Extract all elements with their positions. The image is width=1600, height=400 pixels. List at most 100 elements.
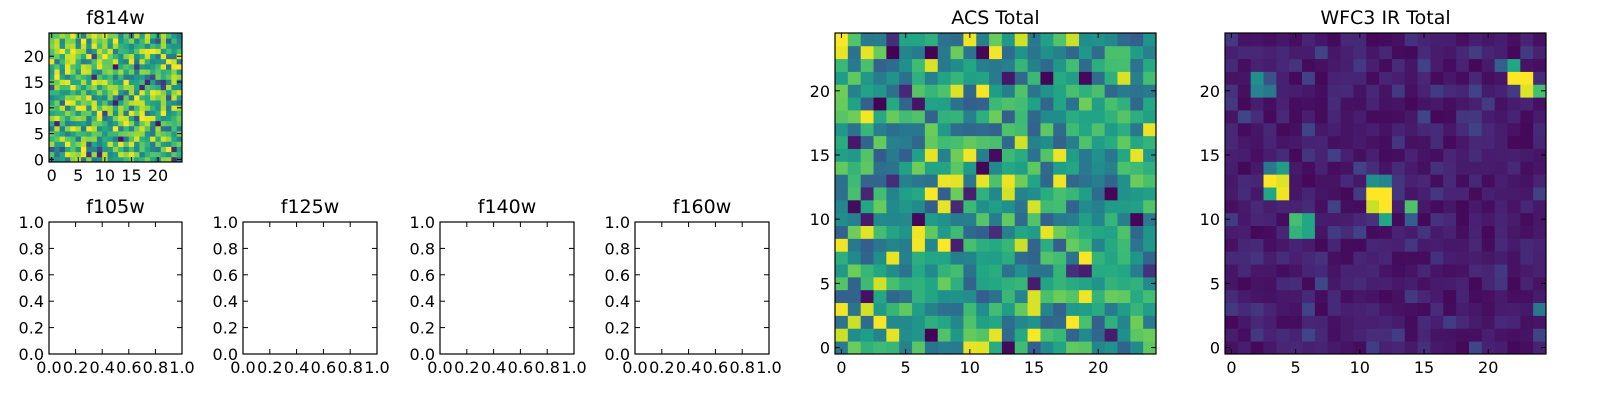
heatmap-cell bbox=[1302, 212, 1316, 226]
heatmap-cell bbox=[1263, 33, 1277, 47]
heatmap-cell bbox=[1263, 264, 1277, 278]
heatmap-cell bbox=[963, 33, 977, 47]
heatmap-cell bbox=[860, 276, 874, 291]
heatmap-cell bbox=[150, 53, 156, 60]
heatmap-cell bbox=[1027, 148, 1041, 162]
heatmap-cell bbox=[128, 141, 135, 147]
heatmap-cell bbox=[1494, 199, 1508, 214]
heatmap-cell bbox=[171, 151, 178, 158]
heatmap-cell bbox=[59, 105, 66, 111]
heatmap-cell bbox=[937, 84, 951, 98]
heatmap-cell bbox=[64, 131, 71, 137]
heatmap-cell bbox=[59, 38, 66, 44]
heatmap-cell bbox=[128, 151, 135, 158]
heatmap-cell bbox=[1117, 199, 1131, 214]
heatmap-cell bbox=[989, 341, 1003, 355]
heatmap-cell bbox=[80, 89, 87, 96]
heatmap-cell bbox=[1263, 238, 1277, 252]
heatmap-cell bbox=[1053, 238, 1067, 252]
heatmap-cell bbox=[963, 289, 977, 304]
heatmap-cell bbox=[102, 151, 108, 158]
heatmap-cell bbox=[912, 328, 926, 342]
heatmap-cell bbox=[107, 156, 114, 163]
heatmap-cell bbox=[150, 120, 156, 127]
heatmap-cell bbox=[1379, 238, 1393, 252]
heatmap-cell bbox=[1494, 302, 1508, 316]
heatmap-cell bbox=[1391, 315, 1406, 329]
heatmap-cell bbox=[160, 48, 167, 55]
heatmap-cell bbox=[160, 94, 167, 101]
heatmap-cell bbox=[128, 89, 135, 96]
heatmap-cell bbox=[1302, 225, 1316, 239]
heatmap-cell bbox=[1066, 251, 1080, 265]
heatmap-cell bbox=[1507, 328, 1521, 342]
heatmap-cell bbox=[1379, 122, 1393, 137]
heatmap-cell bbox=[1225, 148, 1239, 162]
heatmap-cell bbox=[1340, 289, 1354, 304]
heatmap-cell bbox=[1027, 135, 1041, 149]
heatmap-cell bbox=[1066, 187, 1080, 201]
heatmap-cell bbox=[91, 156, 98, 163]
heatmap-cell bbox=[1225, 33, 1239, 47]
heatmap-cell bbox=[1225, 110, 1239, 124]
heatmap-cell bbox=[1053, 71, 1067, 85]
heatmap-cell bbox=[1314, 341, 1329, 355]
heatmap-cell bbox=[1040, 45, 1054, 60]
heatmap-cell bbox=[1353, 238, 1367, 252]
heatmap-cell bbox=[860, 302, 874, 316]
heatmap-cell bbox=[1340, 97, 1354, 111]
heatmap-cell bbox=[70, 110, 76, 116]
heatmap-cell bbox=[976, 122, 990, 137]
heatmap-cell bbox=[139, 79, 146, 85]
heatmap-cell bbox=[171, 58, 178, 65]
heatmap-cell bbox=[1456, 251, 1470, 265]
heatmap-cell bbox=[1353, 33, 1367, 47]
heatmap-cell bbox=[54, 115, 61, 122]
heatmap-cell bbox=[1289, 135, 1303, 149]
heatmap-cell bbox=[1456, 58, 1470, 72]
heatmap-cell bbox=[1417, 45, 1431, 60]
heatmap-cell bbox=[1091, 97, 1106, 111]
heatmap-cell bbox=[150, 79, 156, 85]
heatmap-cell bbox=[102, 58, 108, 65]
heatmap-cell bbox=[91, 53, 98, 60]
heatmap-cell bbox=[1340, 328, 1354, 342]
heatmap-cell bbox=[1327, 264, 1341, 278]
heatmap-cell bbox=[176, 63, 183, 70]
heatmap-cell bbox=[1078, 251, 1093, 265]
heatmap-cell bbox=[950, 199, 964, 214]
heatmap-cell bbox=[75, 151, 82, 158]
heatmap-cell bbox=[112, 136, 119, 142]
heatmap-cell bbox=[873, 302, 887, 316]
heatmap-cell bbox=[924, 122, 939, 137]
heatmap-cell bbox=[950, 315, 964, 329]
heatmap-cell bbox=[80, 156, 87, 163]
heatmap-cell bbox=[123, 115, 130, 122]
heatmap-cell bbox=[1456, 264, 1470, 278]
heatmap-cell bbox=[1430, 341, 1444, 355]
heatmap-cell bbox=[54, 120, 61, 127]
heatmap-cell bbox=[166, 74, 172, 80]
heatmap-cell bbox=[166, 84, 172, 91]
heatmap-cell bbox=[1289, 251, 1303, 265]
heatmap-cell bbox=[899, 33, 913, 47]
y-tick-label: 0.2 bbox=[19, 319, 44, 338]
heatmap-cell bbox=[49, 115, 55, 122]
heatmap-cell bbox=[1494, 71, 1508, 85]
heatmap-cell bbox=[80, 48, 87, 55]
heatmap-cell bbox=[91, 151, 98, 158]
heatmap-cell bbox=[1430, 315, 1444, 329]
heatmap-cell bbox=[1507, 97, 1521, 111]
heatmap-cell bbox=[91, 89, 98, 96]
heatmap-cell bbox=[1091, 341, 1106, 355]
heatmap-cell bbox=[1379, 341, 1393, 355]
heatmap-cell bbox=[1053, 289, 1067, 304]
heatmap-cell bbox=[847, 276, 862, 291]
heatmap-cell bbox=[150, 48, 156, 55]
heatmap-cell bbox=[102, 94, 108, 101]
heatmap-cell bbox=[899, 84, 913, 98]
heatmap-cell bbox=[1430, 289, 1444, 304]
heatmap-cell bbox=[912, 212, 926, 226]
heatmap-cell bbox=[176, 84, 183, 91]
heatmap-cell bbox=[80, 120, 87, 127]
